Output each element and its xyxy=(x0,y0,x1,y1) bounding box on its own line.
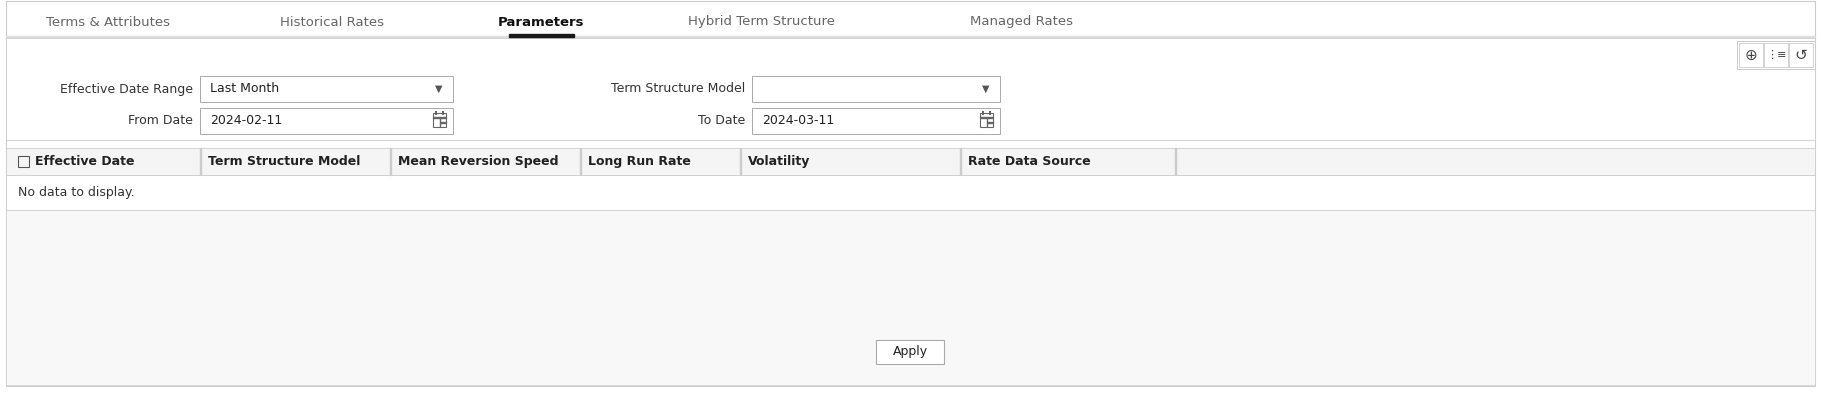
Bar xyxy=(1765,43,1788,67)
Text: Volatility: Volatility xyxy=(748,155,810,168)
Text: Hybrid Term Structure: Hybrid Term Structure xyxy=(688,15,836,29)
Bar xyxy=(439,122,446,123)
Text: ⊕: ⊕ xyxy=(1745,48,1757,62)
Bar xyxy=(987,122,992,123)
Bar xyxy=(989,111,991,115)
Bar xyxy=(752,76,1000,102)
Text: Apply: Apply xyxy=(892,345,927,358)
Text: Mean Reversion Speed: Mean Reversion Speed xyxy=(399,155,559,168)
Bar xyxy=(433,117,446,118)
Text: Parameters: Parameters xyxy=(497,15,585,29)
Bar xyxy=(5,38,1816,140)
Text: Rate Data Source: Rate Data Source xyxy=(969,155,1091,168)
Text: Managed Rates: Managed Rates xyxy=(971,15,1074,29)
Bar xyxy=(435,111,437,115)
Bar xyxy=(980,117,992,118)
Text: Terms & Attributes: Terms & Attributes xyxy=(46,15,169,29)
Bar xyxy=(508,33,574,37)
Text: Long Run Rate: Long Run Rate xyxy=(588,155,690,168)
Text: ⋮≡: ⋮≡ xyxy=(1766,50,1786,60)
Text: Term Structure Model: Term Structure Model xyxy=(208,155,361,168)
Text: To Date: To Date xyxy=(697,114,745,127)
Bar xyxy=(433,113,446,127)
Bar xyxy=(200,76,453,102)
Text: 2024-03-11: 2024-03-11 xyxy=(761,114,834,127)
Bar xyxy=(982,111,983,115)
Bar xyxy=(5,210,1816,385)
Bar xyxy=(5,36,1816,37)
Text: Effective Date Range: Effective Date Range xyxy=(60,83,193,95)
Bar xyxy=(18,156,29,167)
Bar xyxy=(876,340,943,364)
Text: From Date: From Date xyxy=(127,114,193,127)
Text: ▼: ▼ xyxy=(435,84,443,94)
Text: ↺: ↺ xyxy=(1796,48,1808,62)
Text: Historical Rates: Historical Rates xyxy=(280,15,384,29)
Bar xyxy=(1788,43,1814,67)
Text: Effective Date: Effective Date xyxy=(35,155,135,168)
Text: Last Month: Last Month xyxy=(209,83,279,95)
Bar xyxy=(1739,43,1763,67)
Bar xyxy=(980,113,992,127)
Bar xyxy=(752,108,1000,134)
Bar xyxy=(200,108,453,134)
Text: ▼: ▼ xyxy=(982,84,991,94)
Text: No data to display.: No data to display. xyxy=(18,186,135,199)
Text: Term Structure Model: Term Structure Model xyxy=(610,83,745,95)
Bar xyxy=(443,111,444,115)
Bar xyxy=(5,175,1816,210)
Bar xyxy=(5,148,1816,175)
Bar xyxy=(1737,41,1816,69)
Text: 2024-02-11: 2024-02-11 xyxy=(209,114,282,127)
